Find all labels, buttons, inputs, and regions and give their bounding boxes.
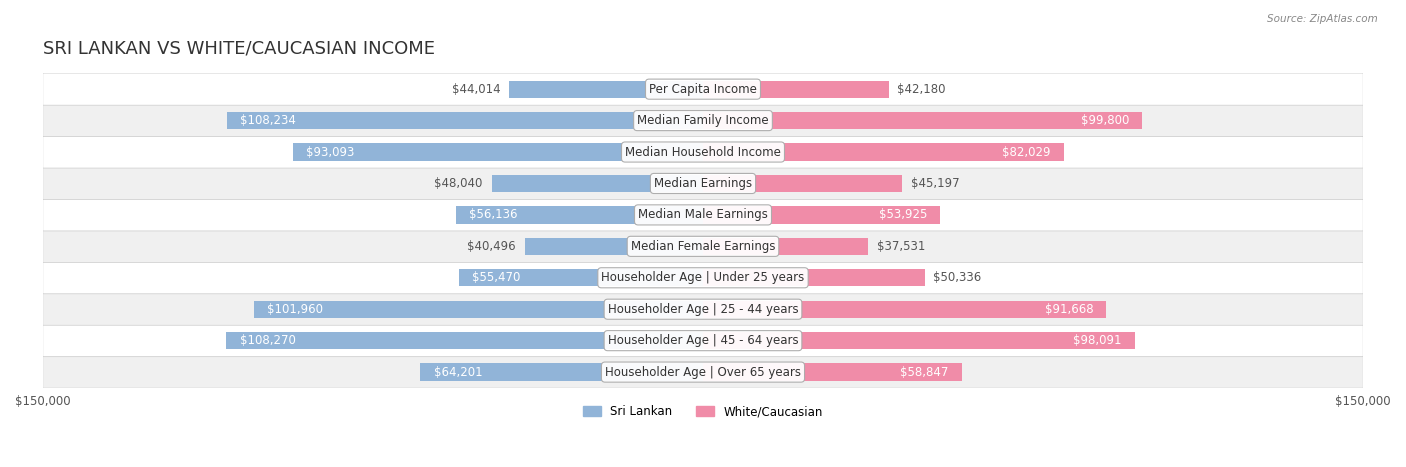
Bar — [703, 112, 1142, 129]
Text: $64,201: $64,201 — [433, 366, 482, 379]
Text: Source: ZipAtlas.com: Source: ZipAtlas.com — [1267, 14, 1378, 24]
Text: Householder Age | 25 - 44 years: Householder Age | 25 - 44 years — [607, 303, 799, 316]
FancyBboxPatch shape — [42, 293, 1364, 325]
Text: Householder Age | 45 - 64 years: Householder Age | 45 - 64 years — [607, 334, 799, 347]
FancyBboxPatch shape — [42, 230, 1364, 262]
Text: Median Household Income: Median Household Income — [626, 146, 780, 158]
FancyBboxPatch shape — [42, 168, 1364, 199]
Bar — [703, 80, 889, 98]
Text: Median Family Income: Median Family Income — [637, 114, 769, 127]
Text: $50,336: $50,336 — [934, 271, 981, 284]
Text: $91,668: $91,668 — [1045, 303, 1094, 316]
Text: $93,093: $93,093 — [307, 146, 354, 158]
Text: $53,925: $53,925 — [879, 208, 927, 221]
Bar — [703, 269, 925, 286]
Bar — [226, 112, 703, 129]
Text: $98,091: $98,091 — [1073, 334, 1122, 347]
FancyBboxPatch shape — [42, 105, 1364, 137]
Bar — [703, 143, 1064, 161]
Bar — [420, 363, 703, 381]
Text: $55,470: $55,470 — [472, 271, 520, 284]
FancyBboxPatch shape — [42, 73, 1364, 105]
Bar — [456, 206, 703, 224]
Text: $45,197: $45,197 — [911, 177, 959, 190]
Bar — [703, 175, 901, 192]
Bar — [226, 332, 703, 349]
FancyBboxPatch shape — [42, 262, 1364, 294]
Text: $101,960: $101,960 — [267, 303, 323, 316]
Bar — [254, 301, 703, 318]
Text: $82,029: $82,029 — [1002, 146, 1050, 158]
Text: $56,136: $56,136 — [470, 208, 517, 221]
Text: Median Male Earnings: Median Male Earnings — [638, 208, 768, 221]
FancyBboxPatch shape — [42, 136, 1364, 168]
FancyBboxPatch shape — [42, 325, 1364, 357]
Text: $108,234: $108,234 — [240, 114, 295, 127]
Text: $99,800: $99,800 — [1081, 114, 1129, 127]
FancyBboxPatch shape — [42, 356, 1364, 388]
Bar — [294, 143, 703, 161]
Text: SRI LANKAN VS WHITE/CAUCASIAN INCOME: SRI LANKAN VS WHITE/CAUCASIAN INCOME — [42, 39, 434, 57]
Bar — [524, 238, 703, 255]
Bar — [703, 238, 868, 255]
Text: Median Earnings: Median Earnings — [654, 177, 752, 190]
FancyBboxPatch shape — [42, 199, 1364, 231]
Bar — [492, 175, 703, 192]
Text: Median Female Earnings: Median Female Earnings — [631, 240, 775, 253]
Text: $44,014: $44,014 — [451, 83, 501, 96]
Text: Householder Age | Under 25 years: Householder Age | Under 25 years — [602, 271, 804, 284]
Text: $37,531: $37,531 — [877, 240, 925, 253]
Text: $58,847: $58,847 — [900, 366, 949, 379]
Bar — [509, 80, 703, 98]
Bar — [703, 363, 962, 381]
Text: $108,270: $108,270 — [239, 334, 295, 347]
Text: Per Capita Income: Per Capita Income — [650, 83, 756, 96]
Text: $40,496: $40,496 — [467, 240, 516, 253]
Bar — [458, 269, 703, 286]
Legend: Sri Lankan, White/Caucasian: Sri Lankan, White/Caucasian — [579, 400, 827, 423]
Text: $42,180: $42,180 — [897, 83, 946, 96]
Bar — [703, 301, 1107, 318]
Bar — [703, 206, 941, 224]
Bar — [703, 332, 1135, 349]
Text: $48,040: $48,040 — [434, 177, 482, 190]
Text: Householder Age | Over 65 years: Householder Age | Over 65 years — [605, 366, 801, 379]
